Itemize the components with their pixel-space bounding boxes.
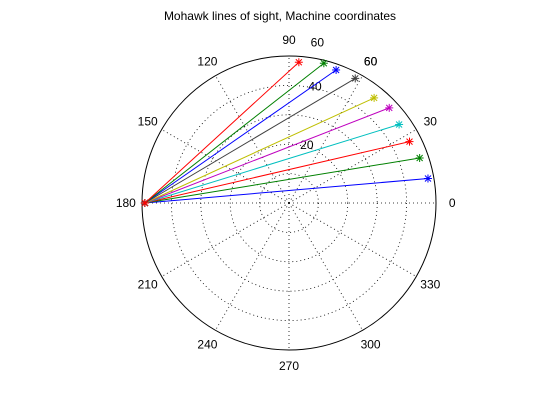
- grid-spoke: [215, 202, 290, 331]
- grid-spoke: [288, 202, 363, 331]
- sight-line: [144, 141, 410, 204]
- sight-line: [144, 62, 325, 204]
- end-marker: [370, 93, 379, 102]
- end-marker: [415, 154, 424, 163]
- angle-tick-label: 60: [364, 55, 378, 69]
- angle-tick-label: 120: [197, 55, 217, 69]
- angle-tick-label: 60: [311, 35, 325, 49]
- chart-title: Mohawk lines of sight, Machine coordinat…: [163, 9, 397, 23]
- sight-line: [144, 123, 400, 204]
- grid-spoke: [288, 129, 417, 204]
- angle-tick-label: 300: [361, 337, 381, 351]
- angle-tick-label: 150: [138, 114, 158, 128]
- grid-spoke: [161, 202, 290, 277]
- end-marker: [332, 65, 341, 74]
- angle-tick-label: 30: [424, 114, 438, 128]
- grid-ring: [170, 85, 407, 321]
- sight-line: [144, 107, 390, 204]
- end-marker: [319, 59, 328, 68]
- end-marker: [405, 137, 414, 146]
- sight-line: [144, 69, 337, 204]
- angle-tick-label: 240: [197, 337, 217, 351]
- end-marker: [385, 103, 394, 112]
- end-marker: [395, 120, 404, 129]
- angle-tick-label: 60: [364, 55, 378, 69]
- grid-spoke: [288, 75, 363, 204]
- radial-tick-label: 40: [308, 80, 322, 94]
- angle-tick-label: 0: [449, 196, 456, 210]
- sight-line: [144, 157, 420, 204]
- angle-tick-label: 90: [282, 33, 296, 47]
- angle-tick-label: 270: [279, 359, 299, 373]
- end-marker: [294, 58, 303, 67]
- end-marker: [423, 174, 432, 183]
- grid-ring: [229, 143, 349, 263]
- sight-line: [144, 177, 429, 204]
- sight-line: [144, 77, 356, 204]
- angle-tick-label: 210: [138, 278, 158, 292]
- angle-tick-label: 330: [420, 278, 440, 292]
- sight-line: [144, 61, 300, 204]
- angle-tick-label: 180: [116, 196, 136, 210]
- grid-spoke: [288, 202, 417, 277]
- grid-spoke: [161, 129, 290, 204]
- end-marker: [351, 74, 360, 83]
- grid-ring: [259, 173, 319, 233]
- origin-marker: [140, 199, 149, 207]
- sight-line: [144, 97, 375, 204]
